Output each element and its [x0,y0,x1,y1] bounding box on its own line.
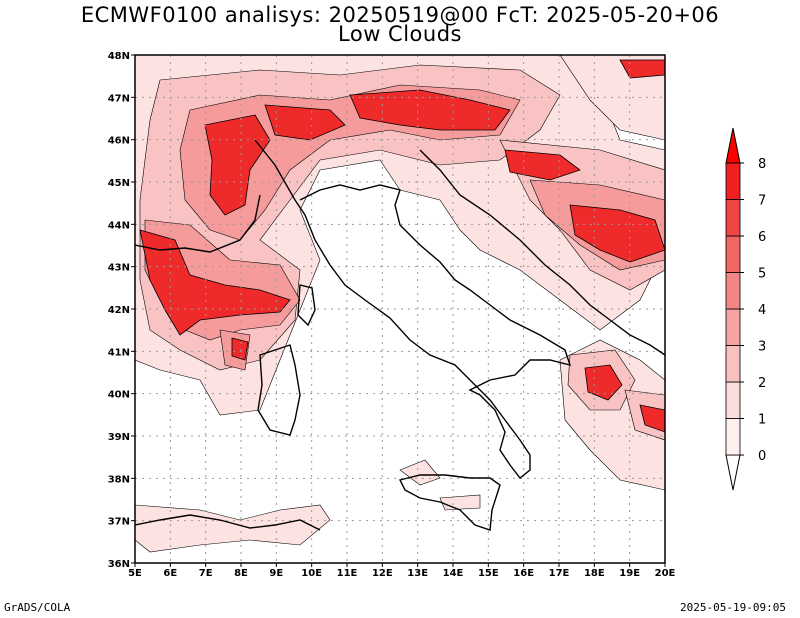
cloud-core-ionian [639,404,665,433]
lon-tick-label: 14E [443,568,464,579]
colorbar-segment [725,162,741,200]
italy-coastline [254,139,572,479]
lon-tick-label: 19E [619,568,640,579]
lat-tick-label: 46N [108,136,130,147]
cloud-core-alps-central [264,104,346,141]
cloud-field [135,55,665,563]
lon-tick-label: 12E [372,568,393,579]
colorbar-label: 8 [758,157,766,172]
colorbar-label: 4 [758,303,766,318]
france-coastline [135,194,261,253]
colorbar-label: 6 [758,230,766,245]
lat-tick-label: 39N [108,432,130,443]
lon-tick-label: 17E [549,568,570,579]
lat-tick-label: 43N [108,263,130,274]
title-line-2: Low Clouds [338,22,462,46]
lat-tick-label: 44N [108,220,130,231]
colorbar: 0 1 2 3 4 5 6 7 8 [725,127,766,491]
colorbar-label: 3 [758,340,766,355]
colorbar-segment [725,272,741,310]
footer-timestamp: 2025-05-19-09:05 [680,601,786,614]
lon-tick-label: 5E [128,568,142,579]
colorbar-segment [725,345,741,383]
lat-tick-label: 42N [108,305,130,316]
corsica-coastline [297,284,316,327]
lon-tick-label: 11E [337,568,358,579]
lon-tick-label: 9E [269,568,283,579]
lon-tick-label: 6E [163,568,177,579]
cloud-core-sardinia [231,337,249,361]
lon-tick-label: 15E [478,568,499,579]
colorbar-label: 5 [758,267,766,282]
colorbar-extend-high [725,127,741,164]
map-gridlines [135,55,665,563]
lat-tick-label: 45N [108,178,130,189]
colorbar-segment [725,418,741,456]
lon-tick-label: 20E [655,568,676,579]
colorbar-label: 0 [758,449,766,464]
longitude-axis: 5E 6E 7E 8E 9E 10E 11E 12E 13E 14E 15E 16E 17E 18E 19E… [128,563,676,579]
coastlines [135,139,665,531]
sicily-coastline [398,474,501,531]
africa-coastline [135,514,321,531]
lon-tick-label: 16E [513,568,534,579]
lon-tick-label: 18E [584,568,605,579]
colorbar-segment [725,381,741,419]
title-line-1: ECMWF0100 analisys: 20250519@00 FcT: 202… [80,3,720,27]
latitude-axis: 48N 47N 46N 45N 44N 43N 42N 41N 40N 39N 38N 37N 36N [108,51,135,570]
lat-tick-label: 38N [108,474,130,485]
lat-tick-label: 47N [108,93,130,104]
lat-tick-label: 48N [108,51,130,62]
colorbar-label: 2 [758,376,766,391]
lon-tick-label: 10E [301,568,322,579]
cloud-core-ne [619,59,665,79]
lat-tick-label: 36N [108,559,130,570]
lat-tick-label: 37N [108,517,130,528]
cloud-area-med [439,494,481,511]
sardinia-coastline [257,344,301,436]
cloud-core-balkan [569,204,665,263]
footer-software-label: GrADS/COLA [4,601,71,614]
colorbar-label: 1 [758,413,766,428]
lon-tick-label: 8E [234,568,248,579]
cloud-core-alps-west [204,114,271,216]
colorbar-segment [725,235,741,273]
lon-tick-label: 13E [407,568,428,579]
colorbar-extend-low [725,454,741,491]
balkan-coastline [419,149,665,356]
cloud-core-dinaric [504,149,581,181]
colorbar-segment [725,308,741,346]
lat-tick-label: 40N [108,390,130,401]
cloud-core-alps-east [349,89,511,131]
colorbar-segment [725,199,741,237]
lat-tick-label: 41N [108,347,130,358]
colorbar-label: 7 [758,194,766,209]
lon-tick-label: 7E [199,568,213,579]
